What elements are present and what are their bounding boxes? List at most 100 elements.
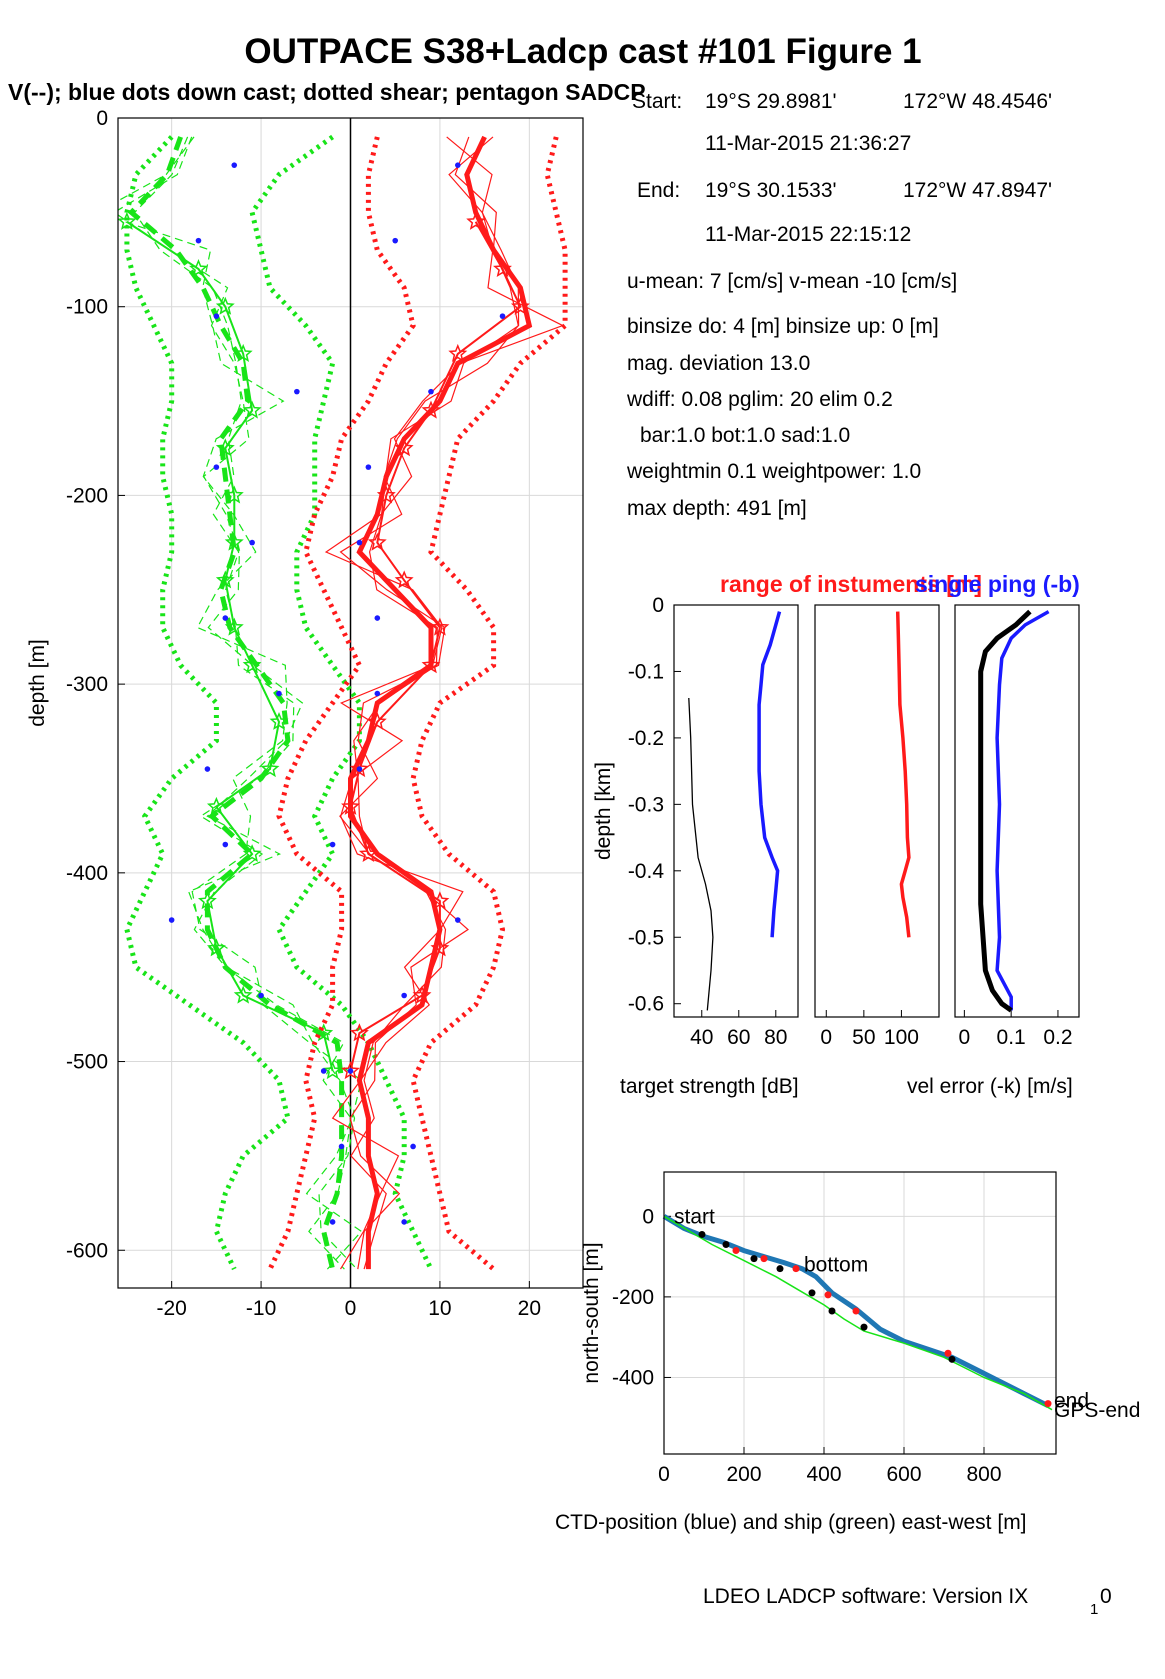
single-ping-title: single ping (-b) [915,571,1080,597]
bar-weights: bar:1.0 bot:1.0 sad:1.0 [640,424,850,447]
target-strength-line [757,611,782,938]
y-axis-label: depth [m] [26,639,49,727]
y-tick-label: 0 [652,594,664,617]
x-tick-label: -20 [156,1297,186,1320]
u-sadcp-pentagon [394,570,414,589]
x-tick-label: 20 [518,1297,541,1320]
downcast-dot [294,388,300,395]
u-sadcp-pentagon [412,985,432,1004]
u-sadcp-pentagon [493,259,512,277]
v-ensemble-line [133,136,352,1270]
u-sadcp-pentagon [448,343,468,362]
downcast-dot [365,464,372,470]
x-tick-label: 600 [886,1463,921,1486]
y-tick-label: -400 [612,1366,654,1389]
end-lat: 19°S 30.1533' [705,179,837,202]
x-tick-label: 800 [966,1463,1001,1486]
footer-suffix: 0 [1100,1585,1112,1608]
downcast-dot [410,1143,416,1150]
u-ensemble-line [339,136,519,1270]
track-point [948,1355,956,1363]
x-tick-label: 40 [690,1026,713,1049]
downcast-dot [249,539,255,546]
x-tick-label: -10 [246,1297,276,1320]
y-tick-label: -400 [66,862,108,885]
track-point [750,1255,758,1263]
v-sadcp-pentagon [323,1061,343,1080]
figure-subtitle: V(--); blue dots down cast; dotted shear… [8,79,646,105]
u-sadcp-pentagon [421,400,441,419]
x-tick-label: 50 [852,1026,875,1049]
downcast-dot [329,1219,336,1225]
y-axis-label: depth [km] [592,762,615,860]
range-line [895,611,911,938]
track-point [760,1255,768,1263]
figure-title: OUTPACE S38+Ladcp cast #101 Figure 1 [244,32,921,71]
y-tick-label: -0.2 [628,727,664,750]
axes-frame [814,604,940,1018]
range-plot: 0 50 100 [814,604,940,1049]
downcast-dot [455,917,461,923]
max-depth: max depth: 491 [m] [627,497,807,520]
weightmin-text: weightmin 0.1 weightpower: 1.0 [626,460,921,483]
downcast-dot [455,162,461,168]
downcast-dot [213,464,220,470]
track-point [828,1307,836,1315]
x-tick-label: 100 [884,1026,919,1049]
track-point [860,1323,868,1331]
velocity-profile-plot: -20 -10 0 10 200-100-200-300-400-500-600dept… [26,107,584,1320]
track-point [776,1265,784,1273]
v-upper-shear [249,134,434,1271]
x-tick-label: 80 [764,1026,787,1049]
u-sadcp-pentagon [349,759,369,778]
v-sadcp-pentagon [260,759,280,778]
downcast-dot [392,237,399,244]
u-sadcp-pentagon [430,891,450,910]
x-tick-label: 10 [428,1297,451,1320]
gps-end-label: GPS-end [1054,1399,1140,1422]
mag-deviation: mag. deviation 13.0 [627,352,810,375]
u-mean-profile [348,135,533,1270]
u-sadcp-pentagon [367,532,387,551]
x-axis-label: target strength [dB] [620,1075,799,1098]
x-tick-label: 200 [726,1463,761,1486]
start-time: 11-Mar-2015 21:36:27 [705,132,911,155]
downcast-dot [428,388,434,395]
vel-error-line [978,609,1032,1013]
range-line [688,697,714,1011]
v-sadcp-pentagon [224,617,244,636]
end-label: End: [637,179,680,202]
range-title: range of instuments [m] [720,571,982,597]
v-sadcp-pentagon [242,655,262,674]
track-point [698,1230,706,1238]
y-tick-label: -200 [612,1286,654,1309]
track-point [808,1289,816,1297]
x-tick-label: 400 [806,1463,841,1486]
start-label: Start: [632,90,682,113]
downcast-dot [276,690,282,697]
u-sadcp-pentagon [367,711,387,730]
y-tick-label: -0.1 [628,660,664,683]
x-tick-label: 0 [345,1297,357,1320]
downcast-dot [329,841,336,848]
v-ensemble-line [118,136,363,1270]
end-label: end [1054,1390,1089,1413]
y-tick-label: -200 [66,484,108,507]
downcast-dot [338,1143,345,1150]
v-sadcp-pentagon [215,438,235,457]
y-tick-label: -0.5 [628,926,664,949]
start-lon: 172°W 48.4546' [903,90,1052,113]
track-point [732,1247,740,1255]
downcast-dot [195,237,202,244]
axes-frame [663,1171,1057,1455]
downcast-dot [213,313,220,319]
v-sadcp-pentagon [233,985,253,1004]
v-sadcp-pentagon [189,259,208,277]
y-tick-label: -600 [66,1239,108,1262]
v-sadcp-pentagon [233,343,253,362]
track-point [792,1265,800,1273]
downcast-dot [168,917,175,923]
axes-frame [117,117,584,1289]
v-sadcp-pentagon [224,532,244,551]
